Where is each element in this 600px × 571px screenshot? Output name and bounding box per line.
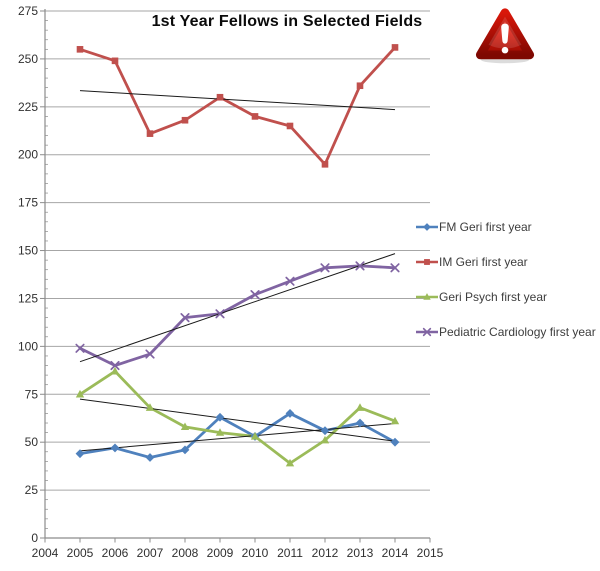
data-point [285,458,295,467]
data-point [180,422,190,431]
data-point [423,223,431,231]
warning-icon[interactable] [474,4,536,68]
y-tick-label: 0 [31,531,38,545]
legend-item-im-geri: IM Geri first year [416,256,596,268]
legend-label: Pediatric Cardiology first year [439,325,596,339]
data-point [423,293,431,300]
y-tick-label: 150 [18,244,38,258]
data-point [216,93,224,101]
data-point [251,113,259,120]
data-point [391,44,399,51]
y-tick-label: 175 [18,196,38,210]
x-tick-label: 2006 [102,546,129,560]
data-point [76,46,84,53]
series-line [78,264,397,367]
data-point [110,360,120,371]
data-point [390,437,400,447]
x-tick-label: 2009 [207,546,234,560]
data-point [390,416,400,425]
x-tick-label: 2014 [382,546,409,560]
y-tick-label: 200 [18,148,38,162]
y-tick-label: 250 [18,52,38,66]
series-line [78,412,397,459]
data-point [355,403,365,411]
im-geri-series-marker-icon [416,259,438,265]
x-tick-label: 2004 [32,546,59,560]
legend-label: IM Geri first year [439,255,528,269]
data-point [145,453,155,462]
data-point [75,449,85,459]
data-point [320,263,330,273]
data-point [285,276,295,286]
y-tick-label: 75 [25,387,39,401]
x-tick-label: 2005 [67,546,94,560]
x-tick-label: 2013 [347,546,374,560]
fm-geri-series-marker-icon [416,223,438,231]
legend-label: FM Geri first year [439,220,532,234]
x-tick-label: 2012 [312,546,339,560]
x-tick-label: 2015 [417,546,444,560]
data-point [145,403,155,411]
data-point [75,389,85,398]
data-point [321,161,329,168]
data-point [215,428,225,436]
data-point [145,349,155,359]
legend-item-fm-geri: FM Geri first year [416,221,596,233]
chart-title: 1st Year Fellows in Selected Fields [151,13,423,30]
data-point [215,412,225,422]
chart-legend: FM Geri first year IM Geri first year Ge… [416,221,596,361]
data-point [320,435,330,444]
legend-item-pediatric-cardiology: Pediatric Cardiology first year [416,326,596,338]
x-tick-label: 2008 [172,546,199,560]
geri-psych-series-marker-icon [416,293,438,300]
data-point [180,313,190,323]
data-point [146,130,154,137]
data-point [424,259,430,265]
data-point [250,432,260,440]
x-tick-label: 2010 [242,546,269,560]
y-tick-label: 225 [18,100,38,114]
data-point [422,327,432,337]
data-point [286,122,294,130]
data-point [355,261,365,271]
trendline [79,398,396,442]
data-point [390,263,400,273]
data-point [356,82,364,90]
trendline [79,253,396,363]
y-tick-label: 125 [18,291,38,305]
data-point [355,418,365,428]
y-tick-label: 50 [25,435,39,449]
data-point [215,309,225,319]
legend-item-geri-psych: Geri Psych first year [416,291,596,303]
y-tick-label: 100 [18,339,38,353]
data-point [110,366,120,375]
pediatric-cardiology-series-marker-icon [416,327,438,337]
data-point [285,409,295,418]
x-tick-label: 2011 [277,546,303,560]
data-point [181,116,189,124]
data-point [250,290,260,300]
series-line [78,369,397,465]
data-point [180,445,190,455]
data-point [75,343,85,353]
data-point [320,426,330,436]
data-point [110,443,120,453]
trendline [79,90,396,111]
y-tick-label: 25 [25,483,39,497]
trendline [79,423,396,452]
data-point [111,57,119,65]
x-tick-label: 2007 [137,546,164,560]
series-line [78,46,397,166]
legend-label: Geri Psych first year [439,290,548,304]
y-tick-label: 275 [18,4,38,18]
